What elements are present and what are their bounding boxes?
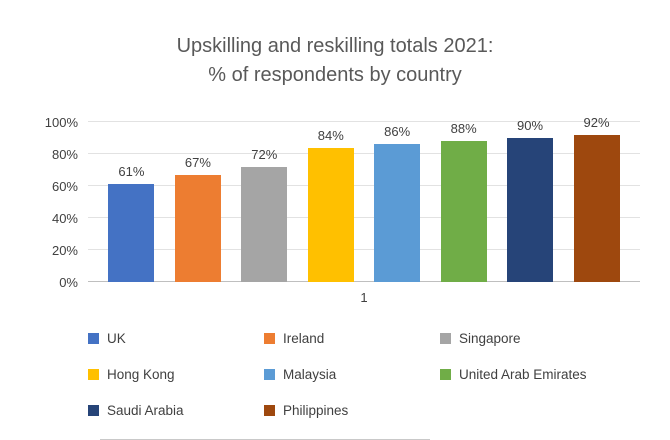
legend-swatch-philippines <box>264 405 275 416</box>
bar-group-uk: 61% <box>108 164 155 282</box>
legend-item-hong-kong: Hong Kong <box>88 367 264 382</box>
bar-uk <box>108 184 155 282</box>
bar-saudi-arabia <box>507 138 554 282</box>
legend-label: UK <box>107 331 126 346</box>
bar-value-label: 61% <box>118 164 145 180</box>
gridline <box>88 121 640 122</box>
bar-group-saudi-arabia: 90% <box>507 118 554 282</box>
bar-philippines <box>573 134 620 282</box>
legend-label: Philippines <box>283 403 349 418</box>
legend: UK Ireland Singapore Hong Kong Malaysia Unite… <box>88 331 640 418</box>
bar-value-label: 67% <box>184 154 211 170</box>
bars: 61% 67% 72% 84% 86% 88% 90% 92% <box>88 115 640 282</box>
gridline <box>88 185 640 186</box>
x-category-label: 1 <box>360 290 368 305</box>
x-axis-line <box>88 281 640 282</box>
bar-malaysia <box>374 144 421 282</box>
bar-singapore <box>241 166 288 282</box>
bar-group-philippines: 92% <box>573 114 620 282</box>
bar-group-hong-kong: 84% <box>307 127 354 282</box>
legend-swatch-ireland <box>264 333 275 344</box>
legend-label: Malaysia <box>283 367 337 382</box>
legend-item-united-arab-emirates: United Arab Emirates <box>440 367 640 382</box>
y-tick-label: 60% <box>51 179 78 194</box>
legend-item-singapore: Singapore <box>440 331 640 346</box>
bar-group-ireland: 67% <box>174 154 221 282</box>
bar-united-arab-emirates <box>440 141 487 282</box>
y-axis-labels: 0% 20% 40% 60% 80% 100% <box>20 115 78 290</box>
chart-title: Upskilling and reskilling totals 2021: %… <box>0 32 670 90</box>
y-tick-label: 100% <box>44 115 78 130</box>
legend-swatch-united-arab-emirates <box>440 369 451 380</box>
legend-swatch-singapore <box>440 333 451 344</box>
bar-group-singapore: 72% <box>241 146 288 282</box>
legend-swatch-saudi-arabia <box>88 405 99 416</box>
bar-hong-kong <box>307 147 354 282</box>
bar-value-label: 86% <box>384 124 411 140</box>
legend-label: Saudi Arabia <box>107 403 184 418</box>
bar-value-label: 84% <box>317 127 344 143</box>
legend-item-saudi-arabia: Saudi Arabia <box>88 403 264 418</box>
bar-ireland <box>174 174 221 282</box>
legend-item-malaysia: Malaysia <box>264 367 440 382</box>
bar-group-malaysia: 86% <box>374 124 421 282</box>
gridline <box>88 217 640 218</box>
bar-value-label: 72% <box>251 146 278 162</box>
legend-swatch-uk <box>88 333 99 344</box>
legend-label: Ireland <box>283 331 325 346</box>
bar-value-label: 90% <box>517 118 544 133</box>
legend-item-philippines: Philippines <box>264 403 440 418</box>
y-tick-label: 20% <box>51 243 78 258</box>
y-tick-label: 0% <box>59 275 78 290</box>
legend-item-uk: UK <box>88 331 264 346</box>
gridline <box>88 249 640 250</box>
legend-label: Singapore <box>459 331 521 346</box>
y-tick-label: 40% <box>51 211 78 226</box>
chart-title-line1: Upskilling and reskilling totals 2021: <box>176 35 494 57</box>
legend-swatch-malaysia <box>264 369 275 380</box>
bar-value-label: 88% <box>450 121 477 137</box>
bar-group-united-arab-emirates: 88% <box>440 121 487 282</box>
gridline <box>88 153 640 154</box>
legend-label: United Arab Emirates <box>459 367 587 382</box>
bar-value-label: 92% <box>583 114 610 130</box>
legend-item-ireland: Ireland <box>264 331 440 346</box>
plot-area: 61% 67% 72% 84% 86% 88% 90% 92% <box>88 115 640 282</box>
chart-title-line2: % of respondents by country <box>208 64 462 86</box>
legend-label: Hong Kong <box>107 367 175 382</box>
legend-swatch-hong-kong <box>88 369 99 380</box>
y-tick-label: 80% <box>51 147 78 162</box>
